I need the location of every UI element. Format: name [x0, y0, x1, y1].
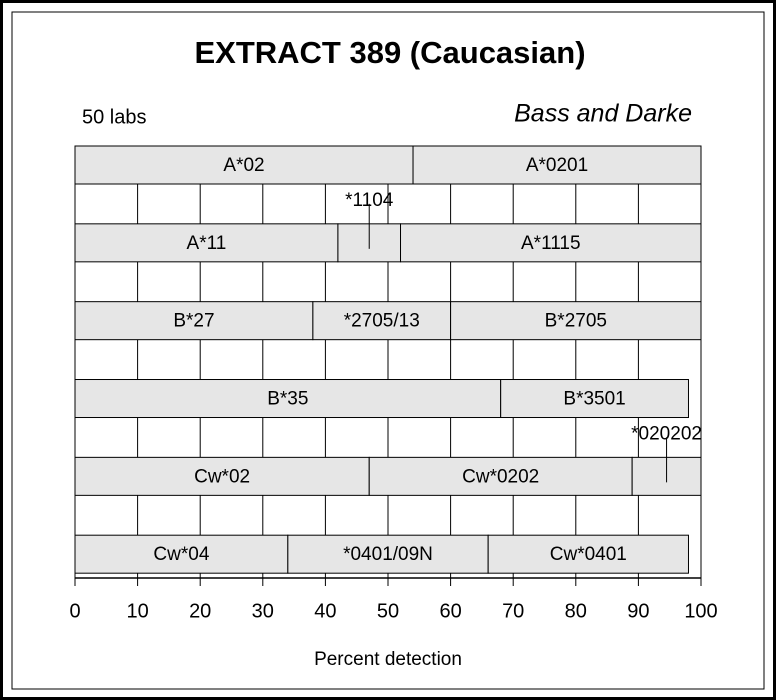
segment-label: Cw*0202	[462, 466, 539, 487]
segment-label: *2705/13	[344, 311, 420, 332]
segment-label: *0401/09N	[343, 544, 433, 565]
x-tick-label: 80	[565, 600, 587, 622]
inner-frame	[11, 11, 765, 690]
bar-segment	[74, 379, 502, 419]
segment-label: Cw*04	[153, 544, 209, 565]
chart-title: EXTRACT 389 (Caucasian)	[194, 35, 585, 70]
bar-segment	[74, 223, 339, 263]
x-tick-label: 50	[377, 600, 399, 622]
x-tick-label: 40	[314, 600, 336, 622]
segment-label: *1104	[345, 190, 394, 211]
bar-segment	[312, 301, 452, 341]
segment-label: B*27	[173, 311, 214, 332]
x-tick-label: 30	[252, 600, 274, 622]
segment-label: A*1115	[521, 233, 581, 254]
bar-segment	[412, 145, 702, 185]
x-tick-label: 60	[439, 600, 461, 622]
segment-label: B*35	[267, 389, 308, 410]
annotation: Bass and Darke	[514, 100, 692, 128]
x-tick-label: 20	[189, 600, 211, 622]
bar-segment	[450, 301, 702, 341]
x-tick-label: 90	[627, 600, 649, 622]
bar-segment	[400, 223, 702, 263]
x-tick-label: 0	[69, 600, 80, 622]
subtitle: 50 labs	[82, 106, 147, 128]
segment-label: B*3501	[563, 389, 625, 410]
segment-label: A*0201	[526, 155, 588, 176]
x-axis-label: Percent detection	[314, 649, 462, 670]
segment-label: A*02	[223, 155, 264, 176]
bar-segment	[500, 379, 689, 419]
bar-segment	[287, 534, 489, 574]
segment-label: Cw*0401	[550, 544, 627, 565]
x-tick-label: 70	[502, 600, 524, 622]
segment-label: A*11	[187, 233, 227, 254]
x-tick-label: 10	[126, 600, 148, 622]
segment-label: *020202	[631, 423, 702, 444]
x-tick-label: 100	[684, 600, 717, 622]
bar-segment	[368, 456, 633, 496]
bar-segment	[74, 456, 370, 496]
segment-label: Cw*02	[194, 466, 250, 487]
bar-segment	[487, 534, 689, 574]
segment-label: B*2705	[545, 311, 607, 332]
